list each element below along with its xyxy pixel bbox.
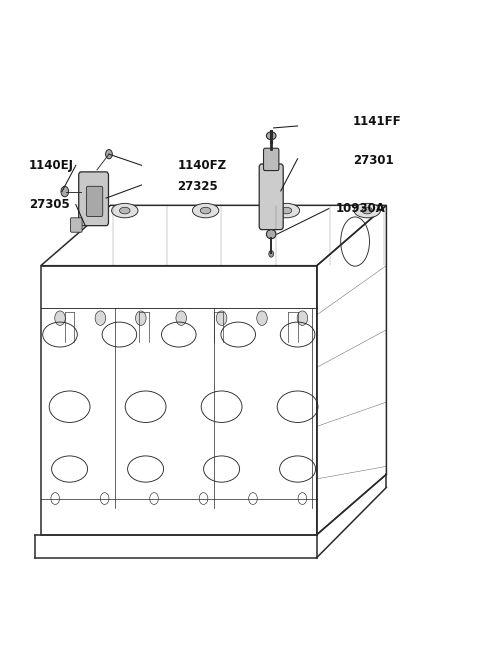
FancyBboxPatch shape [79, 172, 108, 226]
Ellipse shape [273, 203, 300, 218]
Ellipse shape [266, 132, 276, 140]
Circle shape [55, 311, 65, 325]
Text: 10930A: 10930A [336, 202, 386, 215]
Text: 27305: 27305 [29, 198, 70, 211]
Ellipse shape [111, 203, 138, 218]
Ellipse shape [354, 203, 380, 218]
FancyBboxPatch shape [259, 164, 283, 230]
Text: 1141FF: 1141FF [353, 115, 401, 128]
Text: 27301: 27301 [353, 154, 394, 167]
Circle shape [269, 251, 274, 257]
Ellipse shape [200, 207, 211, 214]
Ellipse shape [120, 207, 130, 214]
Circle shape [216, 311, 227, 325]
Ellipse shape [192, 203, 219, 218]
Circle shape [106, 150, 112, 159]
Text: 1140EJ: 1140EJ [29, 159, 74, 172]
Circle shape [61, 186, 69, 197]
Text: 27325: 27325 [178, 180, 218, 194]
Circle shape [95, 311, 106, 325]
Circle shape [135, 311, 146, 325]
Text: 1140FZ: 1140FZ [178, 159, 227, 172]
FancyBboxPatch shape [264, 148, 279, 171]
FancyBboxPatch shape [71, 218, 82, 232]
Circle shape [176, 311, 186, 325]
Ellipse shape [362, 207, 372, 214]
Ellipse shape [281, 207, 292, 214]
Ellipse shape [266, 230, 276, 239]
Circle shape [297, 311, 308, 325]
Circle shape [257, 311, 267, 325]
FancyBboxPatch shape [86, 186, 103, 216]
